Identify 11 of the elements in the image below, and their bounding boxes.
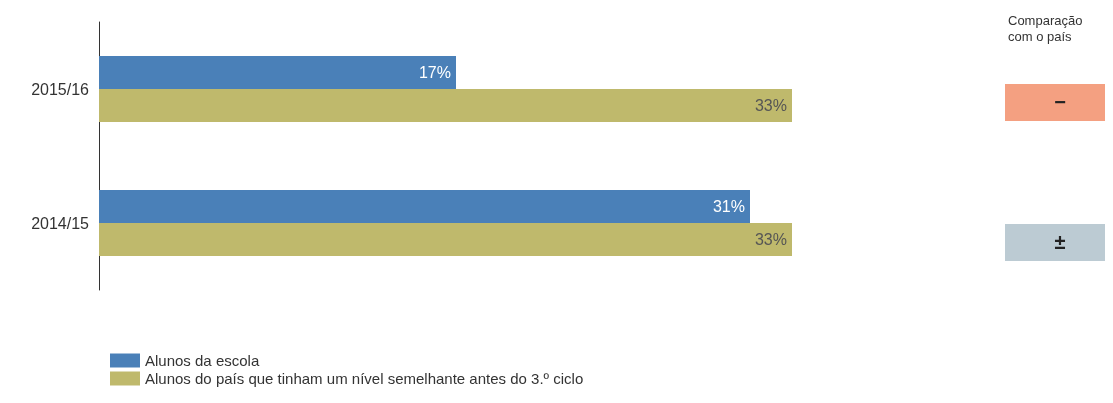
y-tick-label: 2014/15 (31, 214, 90, 232)
data-label: 17% (418, 64, 451, 81)
text: − (1054, 91, 1066, 113)
text: Comparação com o país (1008, 12, 1083, 44)
data-label: 33% (754, 231, 787, 248)
legend-label: Alunos do país que tinham um nível semelhante antes do 3.º ciclo (145, 370, 584, 387)
text: ± (1054, 231, 1066, 253)
data-label: 33% (754, 97, 787, 114)
y-tick-label: 2015/16 (31, 80, 90, 98)
legend-label: Alunos da escola (145, 352, 260, 369)
data-label: 31% (712, 198, 745, 215)
